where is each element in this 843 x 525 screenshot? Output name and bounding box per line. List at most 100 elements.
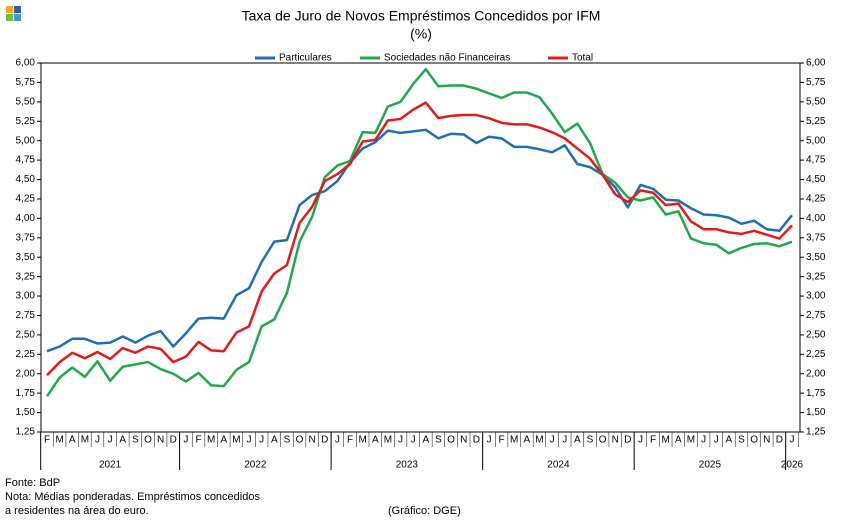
- y2-tick-label: 1,50: [806, 407, 826, 418]
- x-tick-label: S: [284, 435, 291, 446]
- x-tick-label: F: [650, 435, 656, 446]
- y-tick-label: 3,50: [16, 252, 36, 263]
- x-tick-label: O: [296, 435, 304, 446]
- y2-tick-label: 5,25: [806, 116, 826, 127]
- y2-tick-label: 4,50: [806, 174, 826, 185]
- x-tick-label: M: [510, 435, 518, 446]
- y2-tick-label: 3,75: [806, 232, 826, 243]
- x-tick-label: M: [232, 435, 240, 446]
- y2-tick-label: 2,75: [806, 310, 826, 321]
- x-tick-label: A: [372, 435, 379, 446]
- x-tick-label: D: [473, 435, 480, 446]
- x-tick-label: S: [587, 435, 594, 446]
- x-tick-label: N: [157, 435, 164, 446]
- x-tick-label: D: [170, 435, 177, 446]
- x-tick-label: J: [398, 435, 403, 446]
- x-tick-label: S: [435, 435, 442, 446]
- note: Nota: Médias ponderadas. Empréstimos con…: [5, 491, 260, 503]
- y2-tick-label: 2,00: [806, 368, 826, 379]
- x-tick-label: M: [687, 435, 695, 446]
- year-label: 2025: [699, 460, 722, 471]
- x-tick-label: D: [624, 435, 631, 446]
- x-tick-label: A: [271, 435, 278, 446]
- x-tick-label: N: [460, 435, 467, 446]
- y2-tick-label: 3,00: [806, 291, 826, 302]
- y-tick-label: 2,75: [16, 310, 36, 321]
- plot-frame: [40, 62, 801, 433]
- y2-tick-label: 2,50: [806, 330, 826, 341]
- series-line: [46, 101, 793, 377]
- y2-tick-label: 4,25: [806, 194, 826, 205]
- x-tick-label: O: [447, 435, 455, 446]
- x-tick-label: A: [422, 435, 429, 446]
- x-tick-label: M: [81, 435, 89, 446]
- x-tick-label: F: [499, 435, 505, 446]
- y-tick-label: 4,50: [16, 174, 36, 185]
- y2-tick-label: 5,00: [806, 135, 826, 146]
- x-tick-label: F: [347, 435, 353, 446]
- year-label: 2024: [547, 460, 570, 471]
- x-tick-label: J: [95, 435, 100, 446]
- x-tick-label: A: [69, 435, 76, 446]
- y2-tick-label: 1,75: [806, 388, 826, 399]
- x-tick-label: J: [562, 435, 567, 446]
- year-label: 2021: [99, 460, 122, 471]
- x-tick-label: S: [132, 435, 139, 446]
- x-tick-label: F: [195, 435, 201, 446]
- y-tick-label: 2,50: [16, 330, 36, 341]
- x-tick-label: D: [321, 435, 328, 446]
- x-tick-label: J: [790, 435, 795, 446]
- x-tick-label: N: [763, 435, 770, 446]
- y2-tick-label: 6,00: [806, 58, 826, 69]
- x-tick-label: A: [574, 435, 581, 446]
- chart-title: Taxa de Juro de Novos Empréstimos Conced…: [242, 8, 601, 24]
- y-tick-label: 5,25: [16, 116, 36, 127]
- x-tick-label: N: [309, 435, 316, 446]
- y2-tick-label: 3,50: [806, 252, 826, 263]
- series-line: [46, 128, 793, 353]
- x-tick-label: J: [550, 435, 555, 446]
- y2-tick-label: 1,25: [806, 427, 826, 438]
- y-tick-label: 1,75: [16, 388, 36, 399]
- y-tick-label: 5,00: [16, 135, 36, 146]
- chart-subtitle: (%): [410, 26, 432, 42]
- x-tick-label: J: [714, 435, 719, 446]
- y-tick-label: 2,25: [16, 349, 36, 360]
- year-label: 2026: [781, 460, 804, 471]
- y-tick-label: 1,50: [16, 407, 36, 418]
- y2-tick-label: 5,50: [806, 96, 826, 107]
- y-tick-label: 4,75: [16, 155, 36, 166]
- year-label: 2023: [396, 460, 419, 471]
- x-tick-label: M: [384, 435, 392, 446]
- y2-tick-label: 2,25: [806, 349, 826, 360]
- x-tick-label: J: [108, 435, 113, 446]
- y-tick-label: 3,75: [16, 232, 36, 243]
- x-tick-label: D: [776, 435, 783, 446]
- x-tick-label: M: [662, 435, 670, 446]
- x-tick-label: S: [738, 435, 745, 446]
- x-tick-label: A: [726, 435, 733, 446]
- x-tick-label: J: [247, 435, 252, 446]
- x-tick-label: M: [55, 435, 63, 446]
- y-tick-label: 3,00: [16, 291, 36, 302]
- x-tick-label: J: [411, 435, 416, 446]
- x-tick-label: J: [486, 435, 491, 446]
- x-tick-label: N: [612, 435, 619, 446]
- x-tick-label: A: [119, 435, 126, 446]
- y2-tick-label: 3,25: [806, 271, 826, 282]
- legend-label: Particulares: [279, 53, 332, 64]
- logo: [6, 6, 21, 21]
- y-tick-label: 5,75: [16, 77, 36, 88]
- x-tick-label: F: [44, 435, 50, 446]
- y-tick-label: 6,00: [16, 58, 36, 69]
- year-label: 2022: [244, 460, 267, 471]
- x-tick-label: A: [523, 435, 530, 446]
- x-tick-label: J: [638, 435, 643, 446]
- y2-tick-label: 5,75: [806, 77, 826, 88]
- x-tick-label: A: [675, 435, 682, 446]
- x-tick-label: J: [335, 435, 340, 446]
- x-tick-label: O: [599, 435, 607, 446]
- x-tick-label: J: [701, 435, 706, 446]
- y-tick-label: 4,25: [16, 194, 36, 205]
